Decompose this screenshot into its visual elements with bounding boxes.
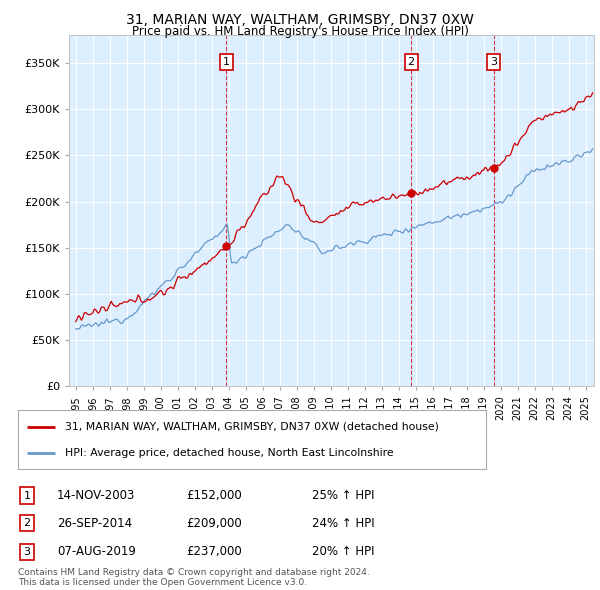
Text: 2: 2 — [407, 57, 415, 67]
Text: £237,000: £237,000 — [186, 545, 242, 558]
Text: 26-SEP-2014: 26-SEP-2014 — [57, 517, 132, 530]
Text: HPI: Average price, detached house, North East Lincolnshire: HPI: Average price, detached house, Nort… — [65, 448, 394, 457]
Text: £152,000: £152,000 — [186, 489, 242, 502]
Text: 3: 3 — [23, 547, 31, 556]
Text: 24% ↑ HPI: 24% ↑ HPI — [312, 517, 374, 530]
Text: 2: 2 — [23, 519, 31, 528]
Text: 25% ↑ HPI: 25% ↑ HPI — [312, 489, 374, 502]
Text: 1: 1 — [23, 491, 31, 500]
Text: 31, MARIAN WAY, WALTHAM, GRIMSBY, DN37 0XW: 31, MARIAN WAY, WALTHAM, GRIMSBY, DN37 0… — [126, 13, 474, 27]
Text: 3: 3 — [490, 57, 497, 67]
Text: 31, MARIAN WAY, WALTHAM, GRIMSBY, DN37 0XW (detached house): 31, MARIAN WAY, WALTHAM, GRIMSBY, DN37 0… — [65, 422, 439, 431]
Text: This data is licensed under the Open Government Licence v3.0.: This data is licensed under the Open Gov… — [18, 578, 307, 587]
Text: 14-NOV-2003: 14-NOV-2003 — [57, 489, 136, 502]
Text: Price paid vs. HM Land Registry's House Price Index (HPI): Price paid vs. HM Land Registry's House … — [131, 25, 469, 38]
Text: 1: 1 — [223, 57, 230, 67]
Text: 20% ↑ HPI: 20% ↑ HPI — [312, 545, 374, 558]
Text: Contains HM Land Registry data © Crown copyright and database right 2024.: Contains HM Land Registry data © Crown c… — [18, 568, 370, 577]
Text: 07-AUG-2019: 07-AUG-2019 — [57, 545, 136, 558]
Text: £209,000: £209,000 — [186, 517, 242, 530]
